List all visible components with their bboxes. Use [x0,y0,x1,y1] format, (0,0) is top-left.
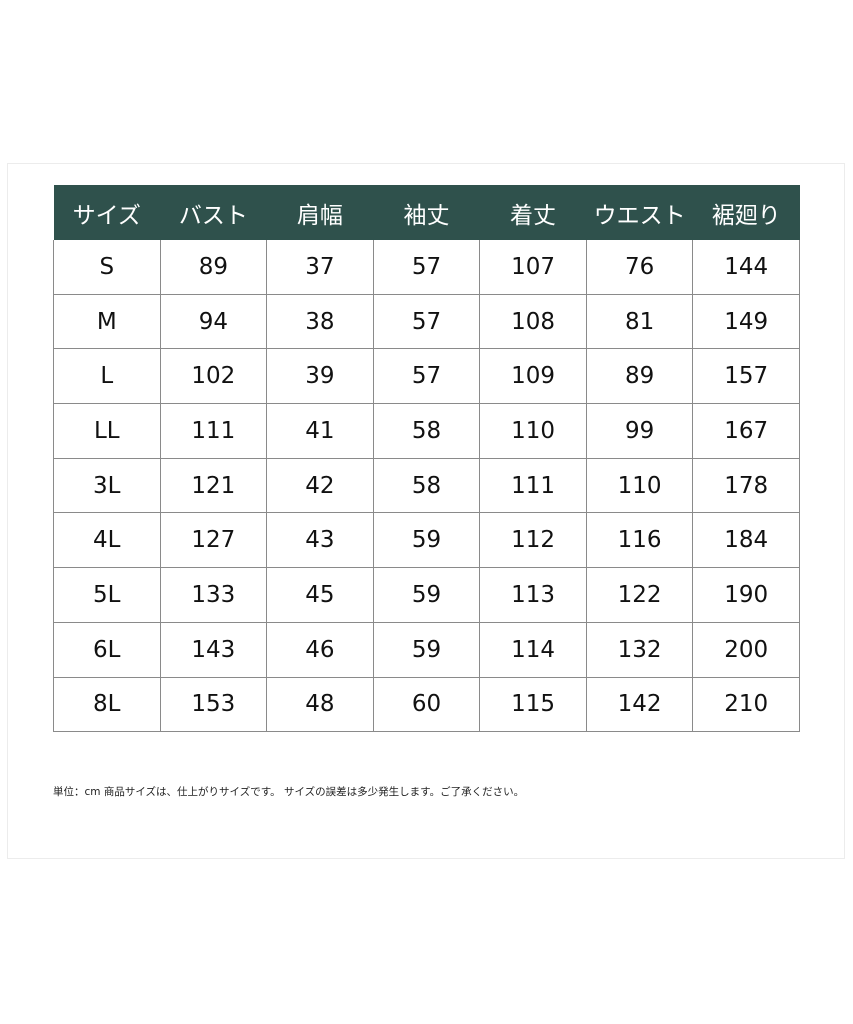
table-cell: 110 [479,403,587,459]
table-cell: 39 [266,348,374,405]
table-cell: 59 [372,621,481,678]
table-cell: 114 [479,621,587,678]
table-cell: 81 [585,293,694,350]
table-cell: 89 [585,348,694,405]
table-cell: 107 [479,240,587,295]
column-header: 袖丈 [373,185,480,240]
column-header: サイズ [53,185,161,240]
table-cell: 89 [159,240,268,295]
table-cell: 109 [479,348,587,405]
table-cell: 184 [692,512,800,569]
table-cell: 122 [585,567,694,623]
table-cell: 41 [266,403,374,459]
table-cell: 43 [266,512,374,569]
table-cell: 149 [692,293,800,350]
table-cell: 210 [692,676,800,733]
table-cell: 58 [372,403,481,459]
table-cell: 115 [479,676,587,733]
table-cell: 57 [372,348,481,405]
table-cell: 38 [266,293,374,350]
table-cell: 157 [692,348,800,405]
table-header-row: サイズ バスト 肩幅 袖丈 着丈 ウエスト 裾廻り [53,185,800,240]
table-cell: 142 [585,676,694,733]
table-cell: 99 [585,403,694,459]
table-cell: 94 [159,293,268,350]
table-cell: 102 [159,348,268,405]
size-note: 単位：cm 商品サイズは、仕上がりサイズです。 サイズの誤差は多少発生します。ご… [53,786,525,798]
table-cell: 153 [159,676,268,733]
table-row: 4L 127 43 59 112 116 184 [53,512,800,569]
table-cell: 37 [266,240,374,295]
table-cell: 48 [266,676,374,733]
table-cell: 111 [159,403,268,459]
table-cell: 190 [692,567,800,623]
table-cell: 5L [53,567,161,623]
column-header: バスト [160,185,267,240]
table-cell: 57 [372,240,481,295]
table-cell: 45 [266,567,374,623]
table-cell: 167 [692,403,800,459]
table-cell: L [53,348,161,405]
table-cell: 57 [372,293,481,350]
table-cell: 133 [159,567,268,623]
table-cell: 111 [479,457,587,514]
column-header: ウエスト [586,185,693,240]
table-row: 6L 143 46 59 114 132 200 [53,621,800,678]
table-cell: 132 [585,621,694,678]
table-cell: 46 [266,621,374,678]
table-row: 8L 153 48 60 115 142 210 [53,676,800,733]
table-cell: LL [53,403,161,459]
table-cell: 76 [585,240,694,295]
column-header: 肩幅 [266,185,374,240]
table-cell: 110 [585,457,694,514]
table-cell: 59 [372,512,481,569]
table-cell: 42 [266,457,374,514]
table-cell: 4L [53,512,161,569]
table-cell: 127 [159,512,268,569]
table-row: L 102 39 57 109 89 157 [53,348,800,405]
table-cell: 108 [479,293,587,350]
table-row: M 94 38 57 108 81 149 [53,293,800,350]
table-cell: 143 [159,621,268,678]
table-cell: S [53,240,161,295]
table-row: LL 111 41 58 110 99 167 [53,403,800,459]
table-row: 3L 121 42 58 111 110 178 [53,457,800,514]
table-cell: 144 [692,240,800,295]
size-chart-panel [7,163,845,859]
column-header: 着丈 [479,185,587,240]
table-cell: 112 [479,512,587,569]
table-cell: 59 [372,567,481,623]
table-cell: 121 [159,457,268,514]
table-row: 5L 133 45 59 113 122 190 [53,567,800,623]
table-cell: 60 [372,676,481,733]
table-cell: 113 [479,567,587,623]
size-table: サイズ バスト 肩幅 袖丈 着丈 ウエスト 裾廻り S 89 37 57 107 76 144 M 94 38… [53,185,800,733]
table-cell: 200 [692,621,800,678]
column-header: 裾廻り [692,185,800,240]
table-cell: 178 [692,457,800,514]
table-cell: 3L [53,457,161,514]
table-row: S 89 37 57 107 76 144 [53,240,800,295]
table-cell: 6L [53,621,161,678]
table-cell: M [53,293,161,350]
table-cell: 58 [372,457,481,514]
table-cell: 116 [585,512,694,569]
table-cell: 8L [53,676,161,733]
